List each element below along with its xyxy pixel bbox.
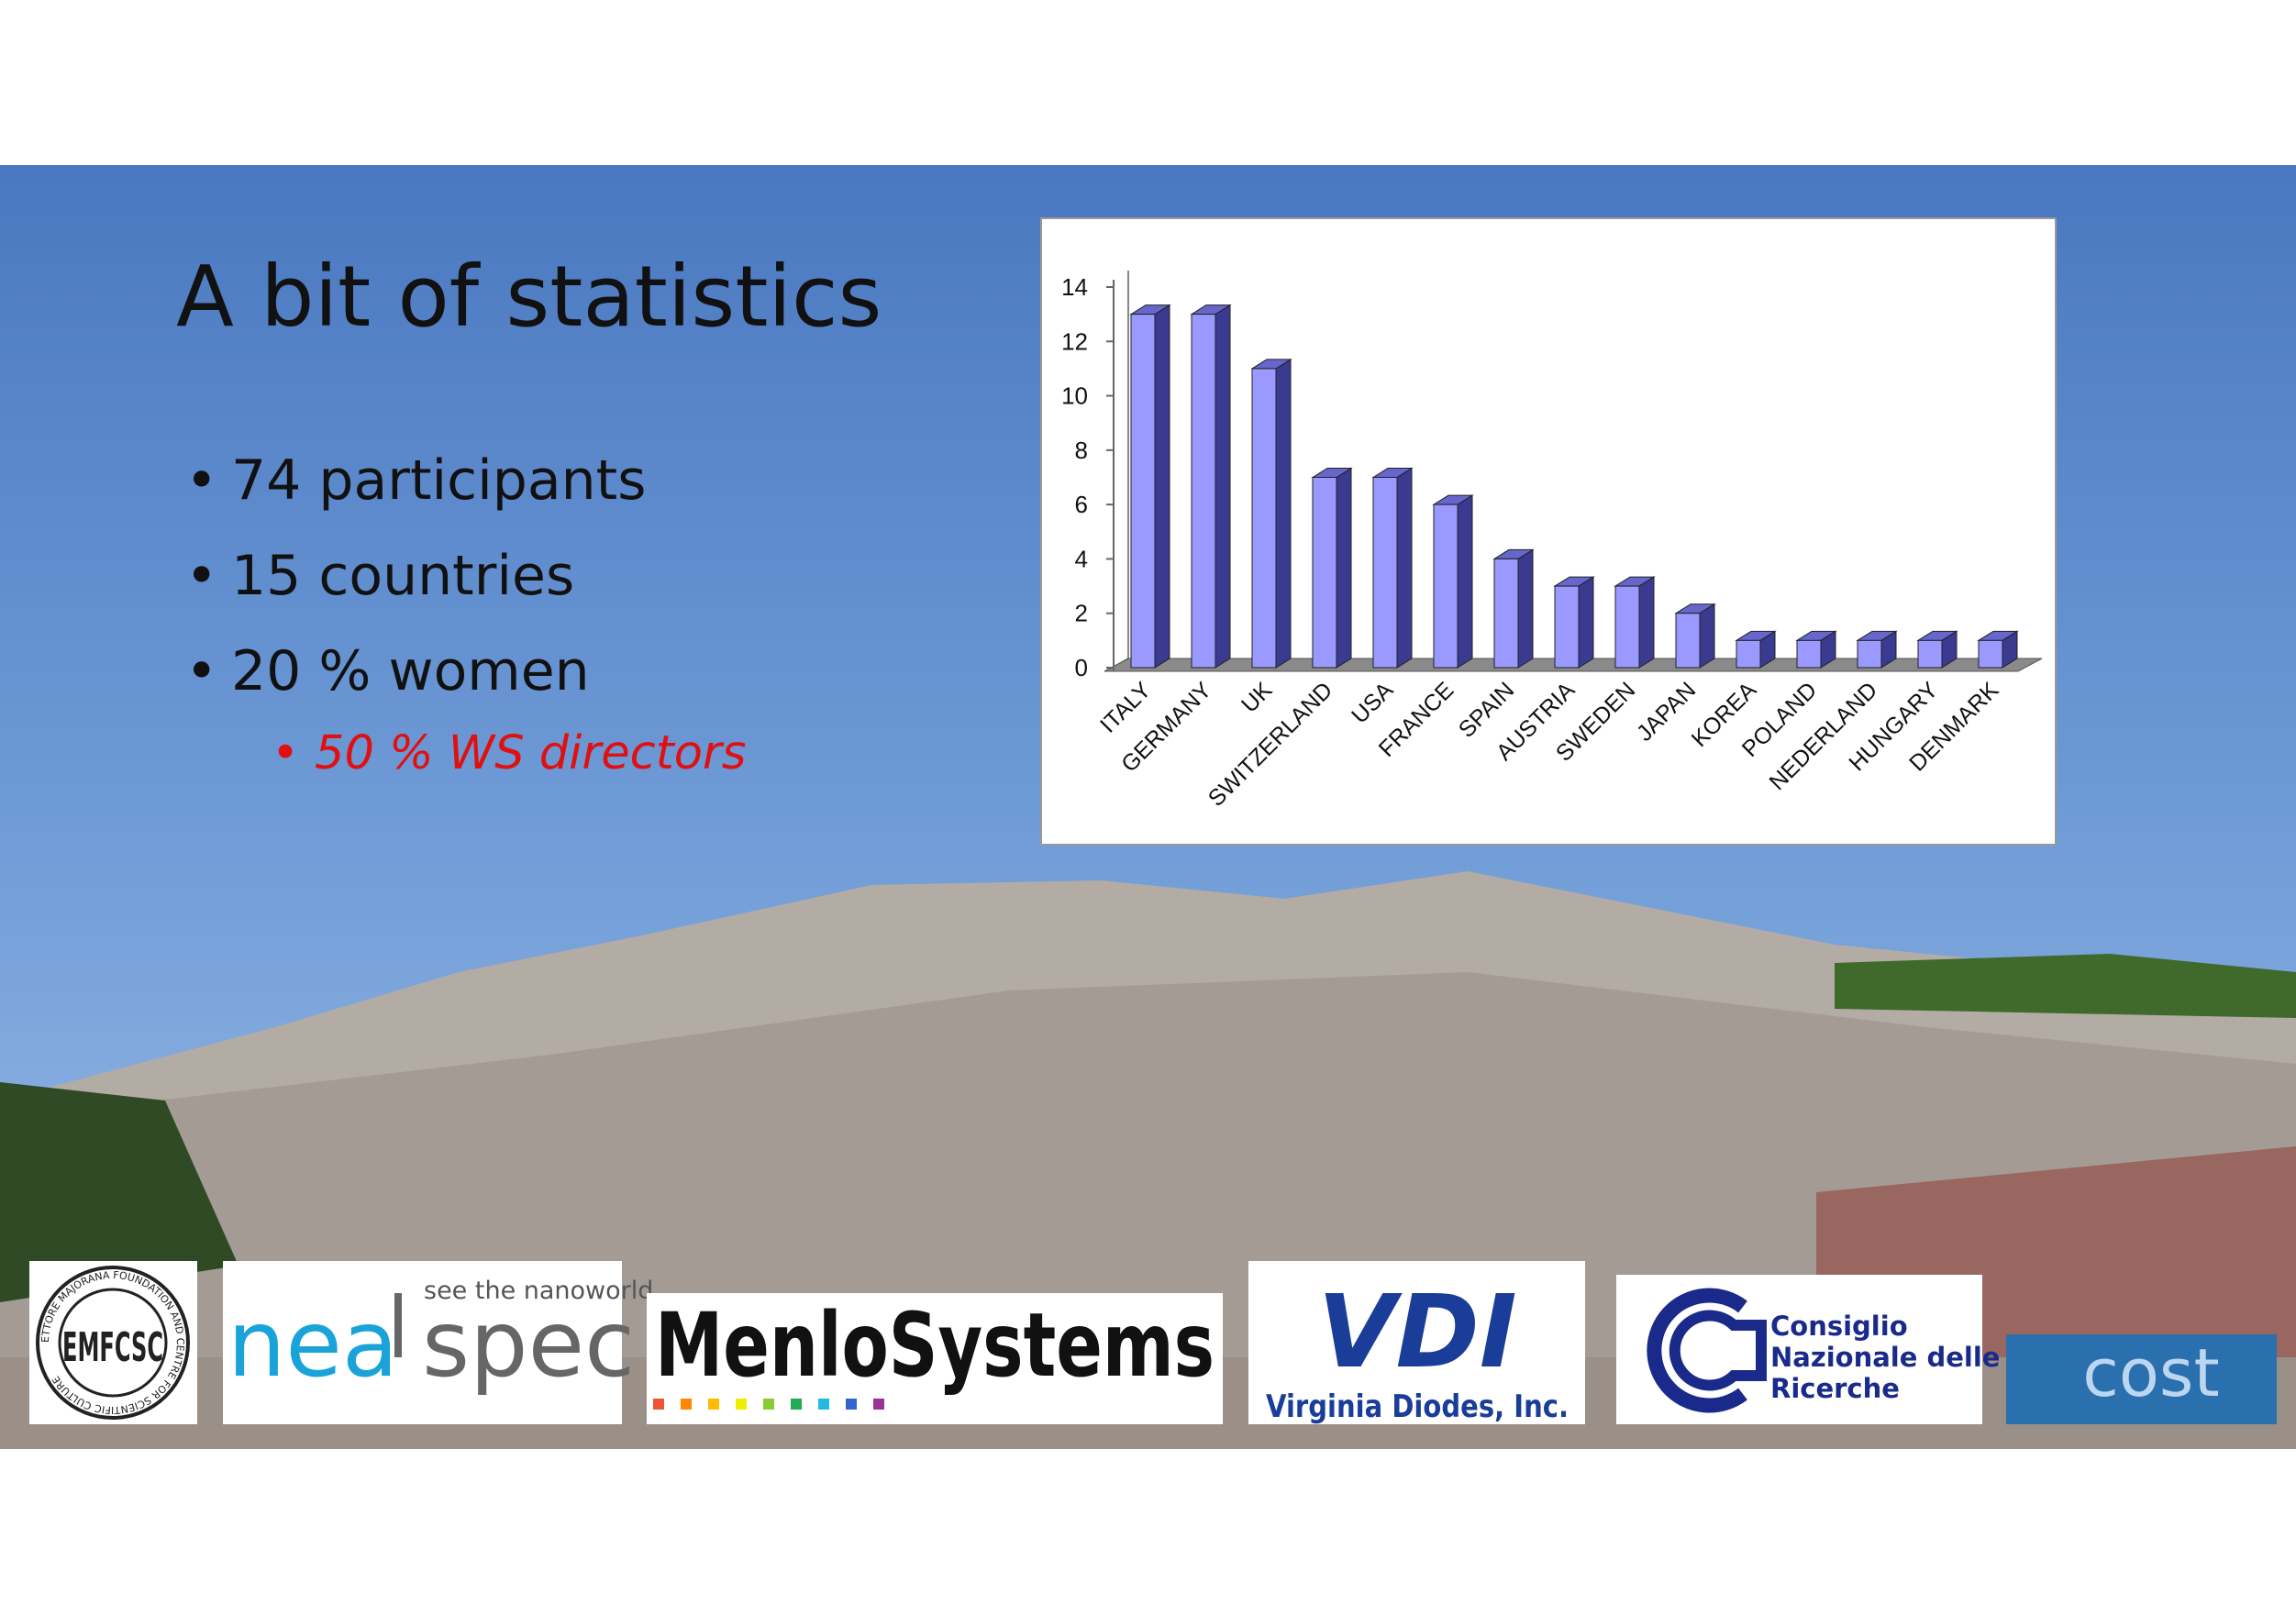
cnr-text: Ricerche [1770, 1373, 1900, 1404]
neaspec-right: spec [422, 1290, 635, 1398]
bullet: 15 countries [231, 544, 574, 608]
neaspec-mark [394, 1293, 402, 1357]
bar-side [1457, 494, 1473, 669]
bullet: 74 participants [231, 448, 646, 513]
bar [1917, 639, 1943, 669]
neaspec-left: nea [227, 1290, 398, 1398]
bar-side [1578, 576, 1594, 669]
vdi-text: VDI [1317, 1273, 1516, 1390]
bar [1372, 477, 1398, 669]
vdi-name: Virginia Diodes, Inc. [1266, 1388, 1569, 1425]
emfcsc-text: EMFCSC [62, 1324, 163, 1371]
bullet-dot: • [185, 448, 217, 513]
logo-ring [36, 1266, 190, 1420]
bar-side [1154, 304, 1170, 669]
bar [1978, 639, 2003, 669]
bar [1675, 613, 1701, 669]
sub-bullet: 50 % WS directors [315, 726, 746, 780]
slide-title: A bit of statistics [176, 248, 882, 346]
y-tick-label: 2 [1075, 600, 1088, 627]
bar-side [1638, 576, 1655, 669]
bullet: 20 % women [231, 639, 590, 703]
y-tick-label: 12 [1061, 327, 1088, 355]
bar [1251, 368, 1277, 669]
logo-strip: ETTORE MAJORANA FOUNDATION AND CENTRE FO… [29, 1261, 2277, 1425]
bar [1736, 639, 1761, 669]
bullet-dot: • [185, 544, 217, 608]
bar-side [1275, 359, 1292, 669]
y-tick-label: 6 [1075, 491, 1088, 518]
logo-vdi [1248, 1261, 1585, 1424]
bar [1130, 314, 1156, 669]
y-tick-label: 14 [1061, 273, 1088, 301]
bar-side [1215, 304, 1231, 669]
bar [1493, 558, 1519, 669]
bar-side [1517, 548, 1534, 669]
menlo-squares [653, 1399, 884, 1410]
bar [1554, 585, 1580, 669]
cnr-mark [1669, 1310, 1767, 1391]
logo-neaspec [223, 1261, 622, 1424]
bar [1191, 314, 1216, 669]
neaspec-tagline: see the nanoworld [424, 1277, 653, 1305]
y-tick-label: 10 [1061, 382, 1088, 410]
logo-cost [2006, 1334, 2277, 1424]
cnr-mark [1647, 1288, 1747, 1413]
logo-ring [58, 1288, 168, 1398]
bullet-dot: • [185, 639, 217, 703]
bar [1614, 585, 1640, 669]
bar [1433, 503, 1459, 669]
cnr-text: Nazionale delle [1770, 1342, 2000, 1373]
bar-side [1336, 467, 1352, 669]
sub-bullet-dot: • [272, 726, 299, 780]
bar [1857, 639, 1882, 669]
y-tick-label: 8 [1075, 437, 1088, 464]
cnr-text: Consiglio [1770, 1311, 1908, 1342]
y-tick-label: 4 [1075, 545, 1088, 572]
y-tick-label: 0 [1075, 654, 1088, 681]
bar-side [1396, 467, 1413, 669]
cost-text: cost [2082, 1334, 2219, 1411]
bar [1796, 639, 1822, 669]
bar [1312, 477, 1337, 669]
bar-side [1699, 603, 1715, 669]
menlo-text: MenloSystems [655, 1294, 1215, 1397]
